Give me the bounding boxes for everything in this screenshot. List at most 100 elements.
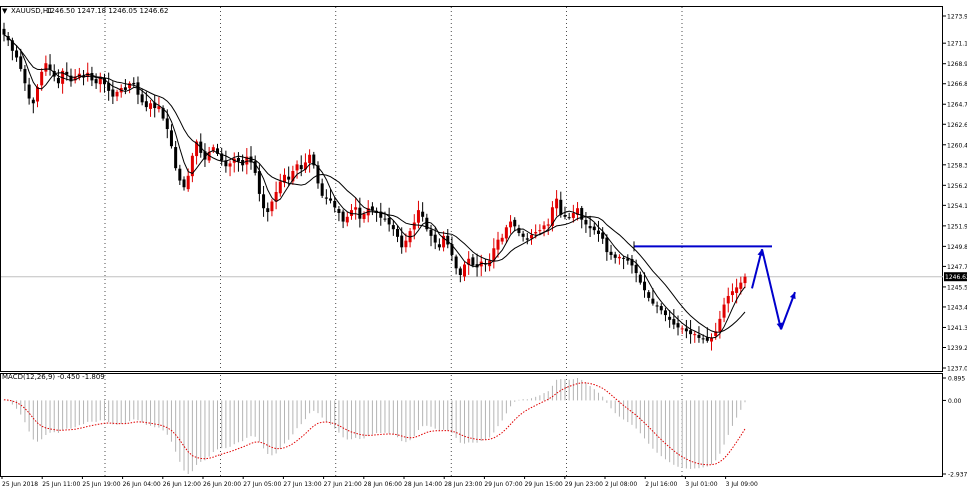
price-panel-frame (0, 6, 943, 372)
candle-body (576, 208, 580, 215)
candle-body (613, 254, 617, 258)
candle-body (718, 318, 722, 332)
candle-body (370, 206, 374, 211)
candle-body (504, 227, 508, 239)
forecast-arrow-rebound-head (789, 292, 796, 300)
candle-body (165, 118, 169, 130)
candle-body (525, 238, 529, 240)
candle-body (538, 230, 542, 232)
candle-body (643, 281, 647, 291)
candle-body (391, 225, 395, 230)
price-tick-label: 1237.05 (947, 366, 967, 373)
candle-body (345, 216, 349, 223)
candle-body (174, 147, 178, 169)
candle-body (429, 229, 433, 236)
candle-body (316, 165, 320, 184)
candle-body (651, 298, 655, 304)
candle-body (567, 217, 571, 219)
candle-body (743, 276, 747, 284)
time-tick-label: 29 Jun 07:00 (484, 481, 522, 488)
candle-body (517, 227, 521, 234)
current-price-badge (944, 272, 967, 282)
menu-triangle-icon[interactable]: ▼ (2, 7, 8, 15)
candle-body (149, 103, 153, 109)
candle-body (19, 56, 23, 69)
candle-body (596, 230, 600, 234)
time-tick-label: 27 Jun 21:00 (324, 481, 362, 488)
price-tick-label: 1256.20 (947, 183, 967, 190)
candle-body (626, 258, 630, 261)
price-tick-label: 1273.95 (947, 14, 967, 21)
candle-body (266, 208, 270, 213)
candle-body (15, 50, 19, 58)
time-tick-label: 28 Jun 23:00 (444, 481, 482, 488)
candle-body (416, 210, 420, 223)
candle-body (655, 305, 659, 307)
candle-body (383, 218, 387, 220)
moving-average-fast (3, 34, 746, 339)
candle-body (617, 256, 621, 259)
candle-body (291, 171, 295, 182)
candle-body (714, 331, 718, 337)
time-tick-label: 25 Jun 2018 (2, 481, 38, 488)
ohlc-label: 1246.50 1247.18 1246.05 1246.62 (46, 7, 168, 15)
candle-body (132, 82, 136, 85)
candle-body (471, 257, 475, 266)
candle-body (349, 210, 353, 216)
candle-body (433, 234, 437, 243)
candle-body (153, 102, 157, 109)
price-tick-label: 1247.70 (947, 264, 967, 271)
candle-body (555, 198, 559, 209)
candle-body (689, 330, 693, 335)
candle-body (663, 310, 667, 316)
candle-body (412, 222, 416, 230)
time-tick-label: 29 Jun 15:00 (525, 481, 563, 488)
candle-body (341, 211, 345, 222)
candle-body (94, 79, 98, 84)
candle-body (437, 244, 441, 248)
candle-body (634, 264, 638, 274)
candle-body (622, 257, 626, 259)
candle-body (454, 256, 458, 269)
candle-body (710, 337, 714, 342)
candle-body (312, 154, 316, 166)
candle-body (195, 141, 199, 157)
candle-body (111, 89, 115, 97)
time-tick-label: 26 Jun 20:00 (203, 481, 241, 488)
candle-body (23, 68, 27, 84)
candle-body (571, 212, 575, 218)
candle-body (362, 213, 366, 220)
candle-body (144, 101, 148, 108)
macd-tick-label: 0.00 (948, 398, 962, 405)
candle-body (282, 174, 286, 183)
candle-body (161, 107, 165, 119)
candle-body (35, 87, 39, 102)
candle-body (722, 304, 726, 318)
candle-body (521, 233, 525, 237)
candle-body (450, 244, 454, 255)
forecast-arrow-down (761, 249, 782, 330)
price-tick-label: 1245.55 (947, 284, 967, 291)
candle-body (404, 240, 408, 248)
candle-body (496, 239, 500, 250)
price-tick-label: 1254.10 (947, 203, 967, 210)
time-tick-label: 29 Jun 23:00 (565, 481, 603, 488)
candle-body (140, 94, 144, 103)
candle-body (358, 207, 362, 219)
candle-body (65, 71, 69, 75)
macd-label: MACD(12,26,9) -0.450 -1.809 (2, 373, 105, 381)
candle-body (69, 75, 73, 82)
candle-body (396, 228, 400, 237)
price-tick-label: 1249.80 (947, 244, 967, 251)
time-tick-label: 27 Jun 05:00 (243, 481, 281, 488)
candle-body (676, 323, 680, 328)
candle-body (40, 71, 44, 86)
candle-body (550, 207, 554, 226)
candle-body (48, 64, 52, 70)
candle-body (400, 235, 404, 248)
candle-body (56, 77, 60, 84)
candle-body (668, 316, 672, 320)
candle-body (329, 198, 333, 201)
